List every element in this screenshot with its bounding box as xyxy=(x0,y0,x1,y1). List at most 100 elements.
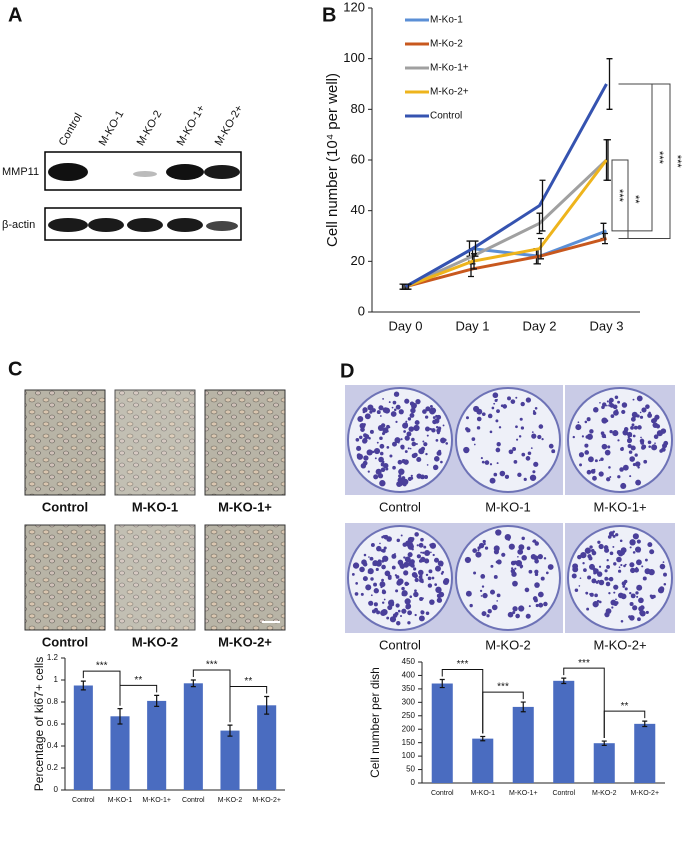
colony xyxy=(404,581,409,586)
colony xyxy=(414,577,419,583)
error-bar xyxy=(536,212,543,235)
bar xyxy=(147,700,167,790)
colony xyxy=(465,416,469,420)
colony xyxy=(532,596,538,601)
colony xyxy=(635,591,639,595)
colony xyxy=(409,447,412,450)
colony xyxy=(517,555,519,558)
colony xyxy=(380,462,385,467)
colony xyxy=(524,587,530,593)
colony xyxy=(584,547,592,554)
colony xyxy=(410,407,416,414)
colony xyxy=(395,404,401,410)
colony xyxy=(407,447,410,450)
colony xyxy=(588,456,594,463)
colony xyxy=(375,560,382,567)
colony xyxy=(414,589,417,593)
colony xyxy=(616,556,622,563)
colony xyxy=(534,582,540,588)
colony xyxy=(551,449,556,454)
colony xyxy=(496,409,500,414)
colony xyxy=(614,395,619,400)
colony xyxy=(489,477,496,484)
colony xyxy=(519,417,523,421)
y-tick-label: 80 xyxy=(351,101,365,116)
colony xyxy=(601,405,605,410)
colony xyxy=(387,599,395,606)
colony xyxy=(510,399,516,404)
error-bar xyxy=(601,740,607,746)
colony xyxy=(493,402,496,405)
colony xyxy=(445,442,449,445)
colony xyxy=(381,578,384,582)
colony xyxy=(491,406,495,410)
colony xyxy=(383,534,385,537)
colony xyxy=(356,453,362,458)
colony xyxy=(496,593,501,598)
colony xyxy=(405,420,408,423)
colony xyxy=(519,564,524,569)
colony xyxy=(612,545,615,548)
colony xyxy=(395,420,398,423)
colony xyxy=(435,565,441,572)
colony xyxy=(601,443,608,450)
colony xyxy=(351,572,355,576)
colony xyxy=(473,405,480,412)
colony xyxy=(512,447,517,451)
colony xyxy=(502,404,508,409)
colony xyxy=(493,545,500,552)
colony xyxy=(414,426,417,430)
colony xyxy=(610,599,617,606)
lane-label: M-KO-2 xyxy=(135,109,165,148)
bar xyxy=(431,683,453,783)
colony xyxy=(613,410,619,416)
colony xyxy=(530,447,533,450)
colony xyxy=(484,546,489,550)
colony xyxy=(465,590,472,597)
colony xyxy=(518,435,522,438)
colony xyxy=(493,575,498,579)
micrograph-caption: M-KO-2+ xyxy=(218,634,272,649)
colony xyxy=(511,571,517,577)
colony xyxy=(644,558,648,562)
colony xyxy=(422,440,425,443)
colony xyxy=(396,481,402,488)
colony xyxy=(586,607,590,611)
colony xyxy=(648,445,652,448)
colony xyxy=(636,395,643,402)
colony xyxy=(397,441,400,444)
colony xyxy=(402,422,409,429)
colony xyxy=(594,593,598,598)
legend-label: M-Ko-2 xyxy=(430,39,463,50)
colony xyxy=(514,567,517,570)
colony xyxy=(430,551,432,554)
significance-label: ** xyxy=(134,675,142,686)
colony xyxy=(415,443,418,445)
colony xyxy=(380,423,386,428)
colony xyxy=(617,439,620,442)
colony xyxy=(495,447,501,453)
y-tick-label: 0.6 xyxy=(47,719,59,728)
colony xyxy=(359,435,363,440)
panel-label: B xyxy=(322,4,336,26)
colony xyxy=(391,565,396,570)
colony xyxy=(356,445,362,452)
colony xyxy=(420,610,425,615)
y-tick-label: 100 xyxy=(402,751,416,760)
colony xyxy=(632,434,636,438)
colony xyxy=(624,587,628,591)
band xyxy=(48,163,88,181)
colony xyxy=(629,546,632,549)
colony xyxy=(620,593,627,600)
colony xyxy=(659,563,666,570)
colony xyxy=(585,591,589,595)
colony xyxy=(484,460,490,465)
colony xyxy=(606,400,609,403)
significance-bracket xyxy=(611,159,619,232)
colony xyxy=(373,602,378,607)
colony xyxy=(391,553,397,559)
bar xyxy=(110,716,130,790)
colony xyxy=(407,621,411,625)
colony xyxy=(622,585,626,588)
x-tick-label: Control xyxy=(182,797,205,804)
